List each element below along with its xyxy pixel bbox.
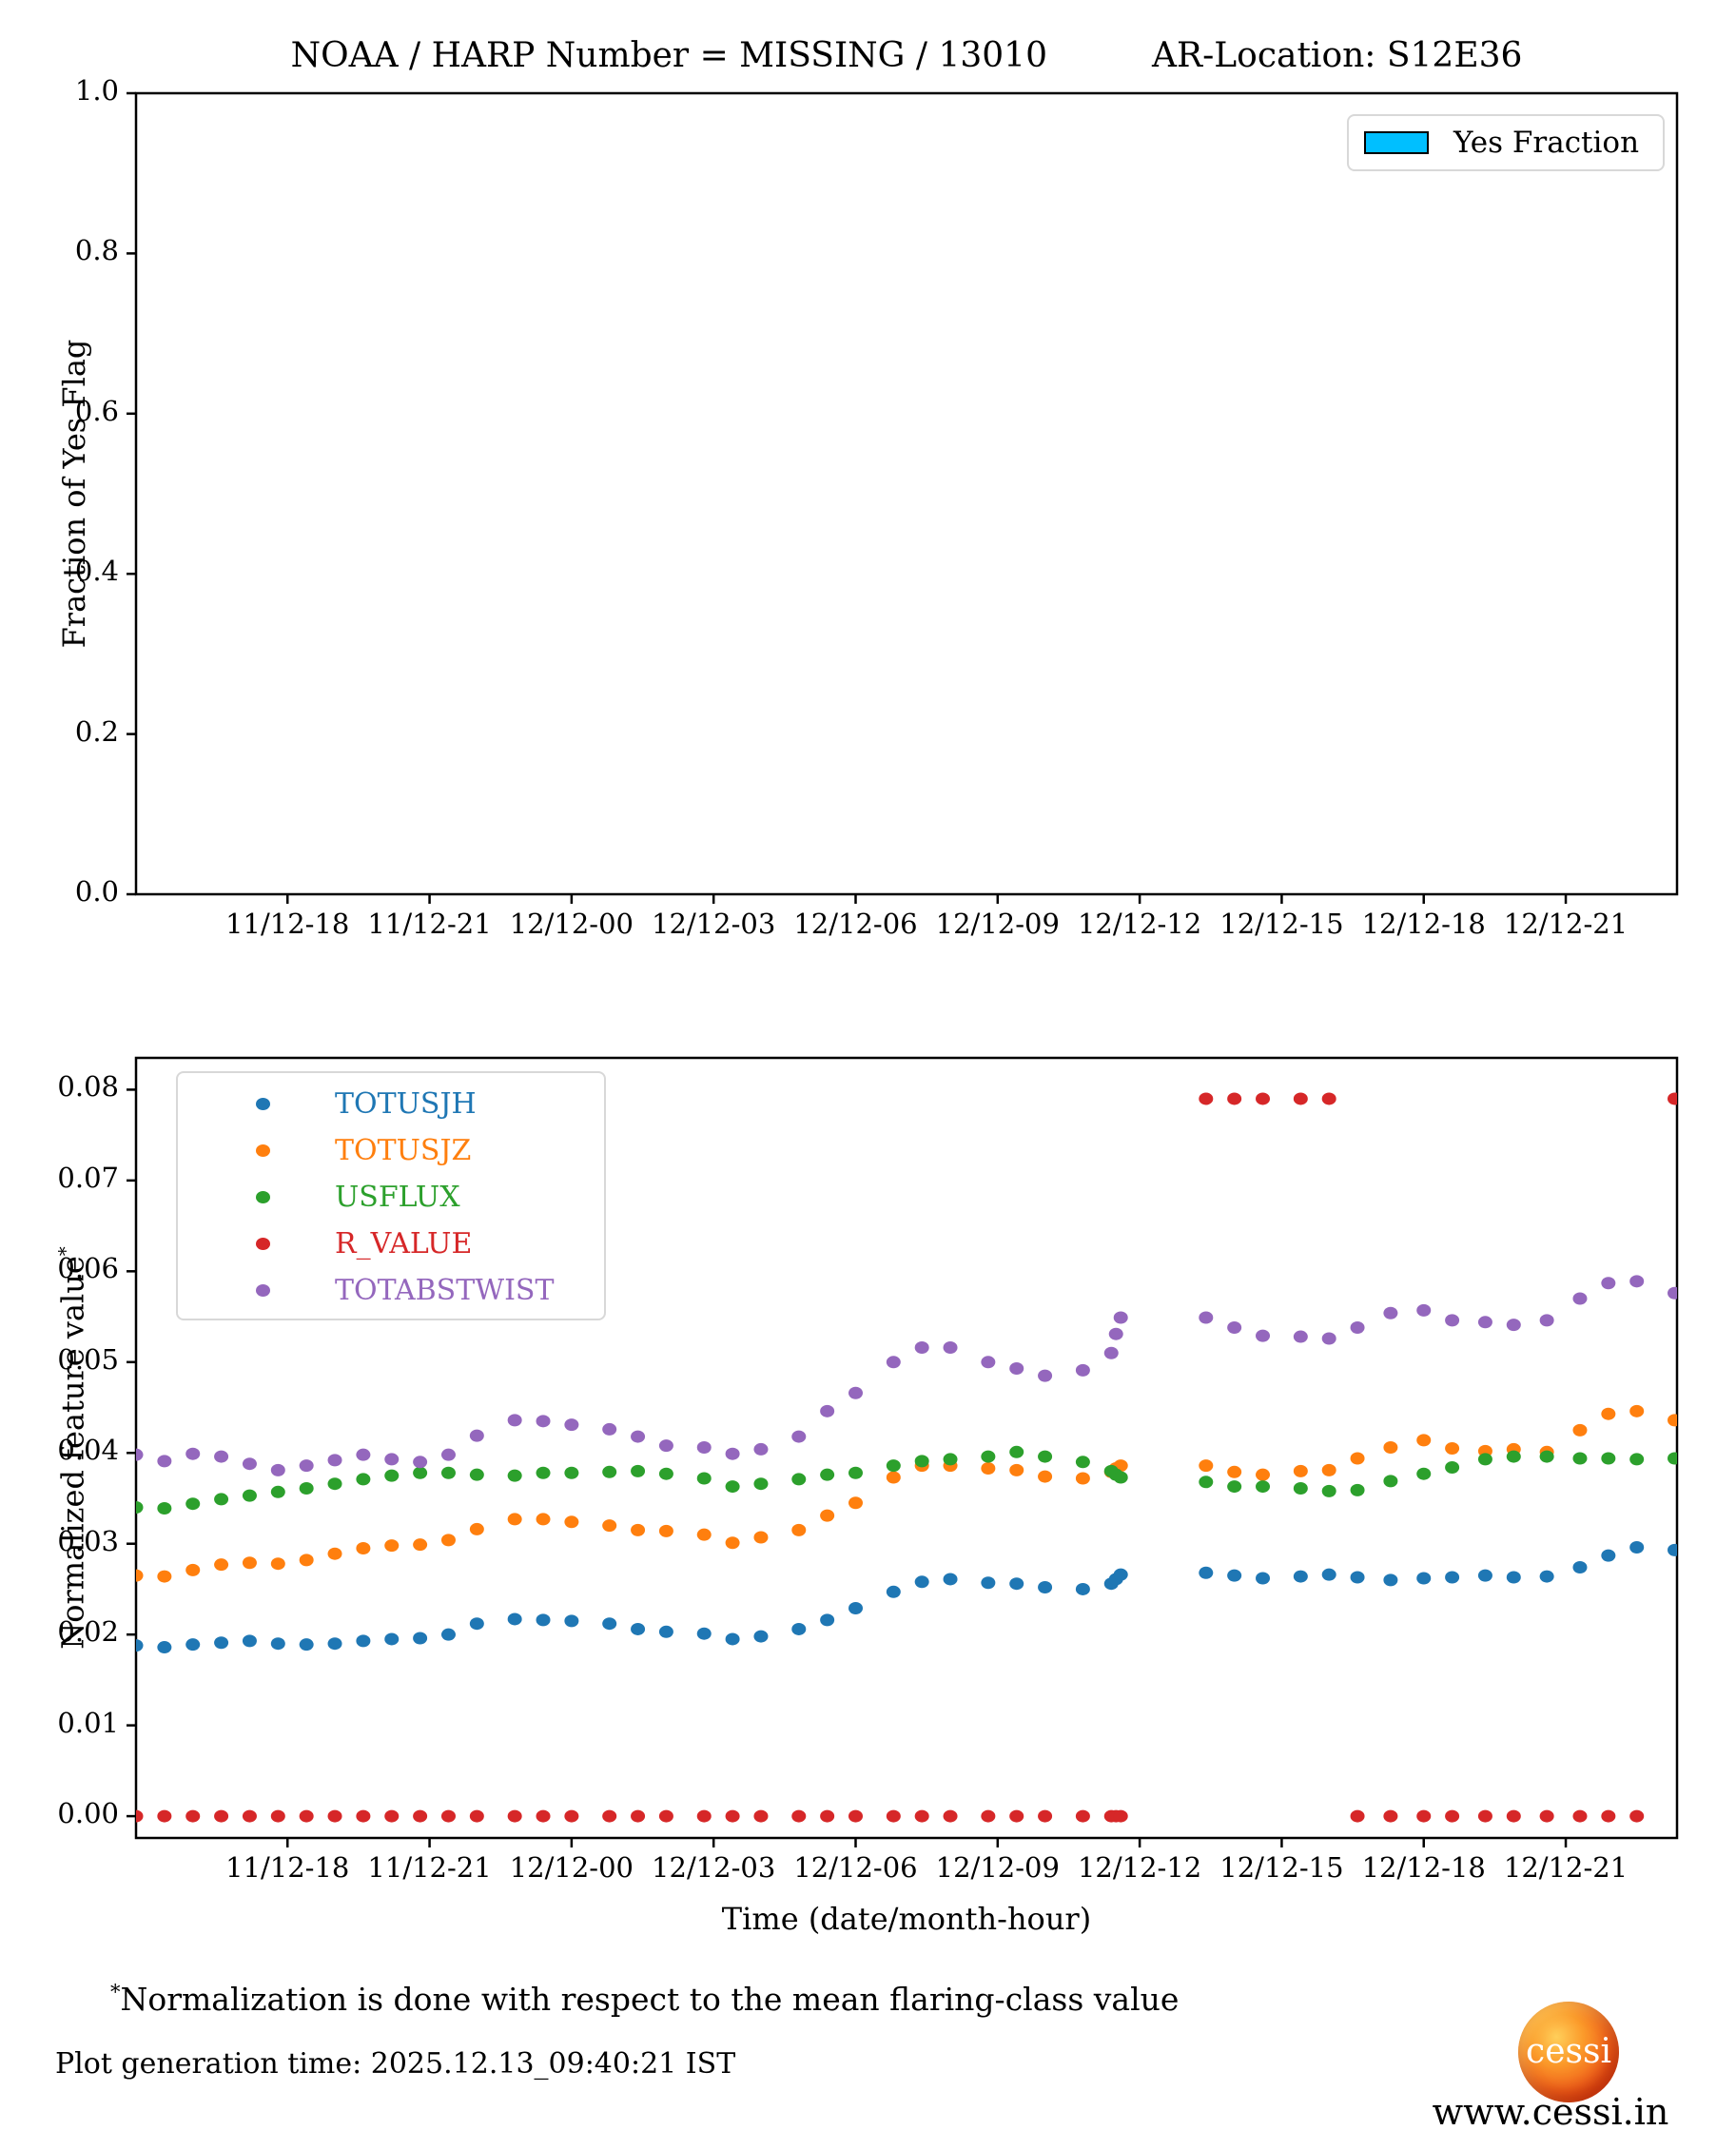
legend-label: TOTUSJH <box>335 1087 477 1121</box>
generation-time: Plot generation time: 2025.12.13_09:40:2… <box>55 2047 736 2081</box>
figure-title-harp: NOAA / HARP Number = MISSING / 13010 <box>290 36 1047 75</box>
legend-marker-icon <box>256 1144 270 1157</box>
top-ylabel-text: Fraction of Yes Flag <box>56 339 92 649</box>
legend-label: TOTABSTWIST <box>335 1274 555 1307</box>
legend-item: TOTUSJH <box>178 1081 604 1127</box>
top-ylabel: Fraction of Yes Flag <box>56 340 92 649</box>
legend-item: TOTUSJZ <box>178 1127 604 1174</box>
figure-title-location: AR-Location: S12E36 <box>1151 36 1523 75</box>
legend-item: USFLUX <box>178 1174 604 1221</box>
footnote-text: Normalization is done with respect to th… <box>120 1981 1180 2018</box>
normalization-footnote: *Normalization is done with respect to t… <box>110 1981 1179 2018</box>
scatter-points-normalized-features-chart <box>136 1092 1677 1823</box>
cessi-logo-icon: cessi <box>1518 2002 1619 2102</box>
yes-fraction-swatch-icon <box>1364 131 1429 154</box>
footnote-asterisk: * <box>110 1981 121 2003</box>
legend-marker-icon <box>256 1238 270 1250</box>
yes-fraction-legend: Yes Fraction <box>1347 114 1665 171</box>
figure-title: NOAA / HARP Number = MISSING / 13010 AR-… <box>136 36 1677 75</box>
legend-item: TOTABSTWIST <box>178 1267 604 1314</box>
bottom-ylabel-asterisk: * <box>53 1246 77 1257</box>
legend-marker-icon <box>256 1191 270 1203</box>
legend-label: TOTUSJZ <box>335 1134 472 1167</box>
cessi-website-link: www.cessi.in <box>1432 2091 1669 2133</box>
yes-fraction-legend-label: Yes Fraction <box>1453 126 1640 160</box>
x-axis-title: Time (date/month-hour) <box>721 1901 1092 1937</box>
features-legend: TOTUSJH TOTUSJZ USFLUX R_VALUE TOTABSTWIST <box>176 1071 606 1320</box>
cessi-logo-text: cessi <box>1526 2032 1611 2071</box>
legend-marker-icon <box>256 1098 270 1110</box>
legend-marker-icon <box>256 1284 270 1297</box>
legend-label: R_VALUE <box>335 1227 473 1261</box>
bottom-ylabel: Normalized feature value* <box>54 1246 91 1650</box>
legend-label: USFLUX <box>335 1181 460 1214</box>
legend-item: R_VALUE <box>178 1221 604 1267</box>
bottom-ylabel-text: Normalized feature value <box>54 1256 91 1650</box>
